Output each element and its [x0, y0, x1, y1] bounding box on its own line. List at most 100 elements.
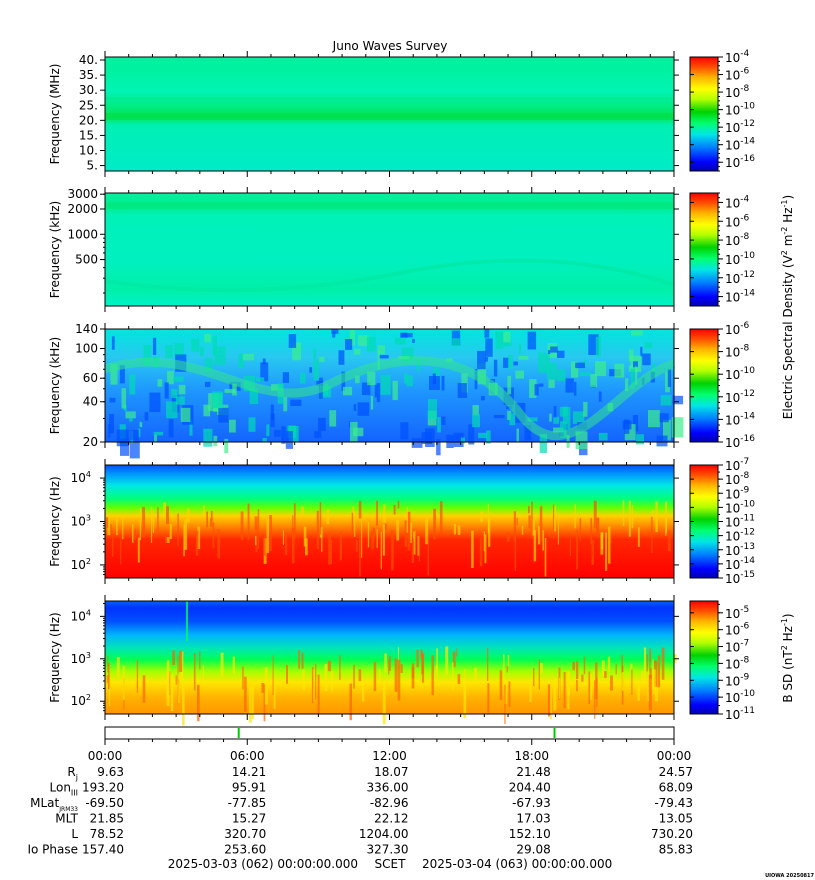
- y-tick-label: 500: [75, 253, 98, 267]
- event-marker: [553, 728, 556, 738]
- ephemeris-value: 22.12: [374, 812, 408, 826]
- y-axis-label: Frequency (Hz): [48, 612, 62, 703]
- panel-hfr-high: 5. 10.15.20.25.30.35.40. Frequency (MHz): [48, 51, 679, 177]
- colorbar-lfr-low: 10-710-810-910-1010-1110-1210-1310-1410-…: [689, 457, 755, 586]
- ephemeris-label: MLT: [55, 812, 78, 826]
- colorbar-tick-label: 10-4: [725, 194, 750, 210]
- y-tick-label: 20.: [79, 113, 98, 127]
- magnetic-colorbar-label: B SD (nT2 Hz-1): [780, 613, 795, 702]
- colorbar-tick-label: 10-12: [725, 119, 755, 135]
- colorbar-tick-label: 10-10: [725, 251, 755, 267]
- ephemeris-value: 85.83: [659, 843, 693, 857]
- ephemeris-value: -77.85: [228, 796, 267, 810]
- colorbar-tick-label: 10-12: [725, 389, 755, 405]
- ephemeris-label: L: [71, 827, 78, 841]
- ephemeris-value: 204.40: [509, 781, 551, 795]
- ephemeris-value: -67.93: [512, 796, 551, 810]
- colorbar-tick-label: 10-10: [725, 689, 755, 705]
- colorbar-scale: [689, 328, 719, 443]
- ephemeris-value: 68.09: [659, 781, 693, 795]
- colorbar-scale: [689, 56, 719, 172]
- ephemeris-value: 15.27: [232, 812, 266, 826]
- colorbar-tick-label: 10-8: [725, 344, 750, 360]
- y-tick-label: 25.: [79, 98, 98, 112]
- y-axis-lfr-high: 20 40 60 100 140 Frequency (kHz): [48, 322, 679, 449]
- y-tick-label: 102: [71, 557, 91, 572]
- spectrogram-lfr-low: [105, 465, 674, 578]
- y-tick-label: 40: [83, 395, 98, 409]
- spike-0530: [186, 601, 188, 641]
- spectrogram-panels: 5. 10.15.20.25.30.35.40. Frequency (MHz) 50…: [48, 51, 684, 726]
- colorbar-tick-label: 10-5: [725, 605, 749, 621]
- colorbar-tick-label: 10-12: [725, 270, 755, 286]
- y-tick-label: 103: [71, 651, 91, 666]
- texture-hfr-low: [104, 202, 675, 293]
- colorbar-tick-label: 10-8: [725, 84, 750, 100]
- colorbar-scale: [689, 192, 719, 307]
- ephemeris-value: 253.60: [224, 843, 266, 857]
- colorbar-tick-label: 10-14: [725, 411, 755, 427]
- y-tick-label: 2000: [67, 202, 98, 216]
- cutoff-band: [103, 356, 676, 441]
- colorbar-tick-label: 10-14: [725, 137, 755, 153]
- ephemeris-table: Rj 9.63 14.21 18.07 21.48 24.57 LonIII 193.20 95…: [27, 765, 693, 857]
- colorbar-tick-label: 10-4: [725, 49, 750, 65]
- spectrogram-hfr-low: [105, 193, 674, 306]
- y-tick-label: 104: [71, 470, 91, 485]
- event-marker: [237, 728, 240, 738]
- electric-colorbar-label: Electric Spectral Density (V2 m-2 Hz-1): [780, 195, 795, 419]
- footer-start-time: 2025-03-03 (062) 00:00:00.000: [168, 857, 358, 871]
- ephemeris-value: -79.43: [654, 796, 693, 810]
- y-axis-label: Frequency (kHz): [48, 201, 62, 298]
- colorbar-tick-label: 10-11: [725, 706, 755, 722]
- colorbar-hfr-low: 10-4 10-6 10-8 10-10 10-12 10-14: [689, 192, 755, 307]
- y-tick-label: 140: [75, 322, 98, 336]
- time-label: 00:00: [657, 749, 692, 763]
- texture-hfr-high: [105, 97, 674, 120]
- ephemeris-value: 336.00: [367, 781, 409, 795]
- colorbar-tick-label: 10-14: [725, 289, 755, 305]
- y-tick-label: 104: [71, 608, 91, 623]
- ephemeris-value: 95.91: [232, 781, 266, 795]
- y-axis-label: Frequency (kHz): [48, 337, 62, 434]
- ephemeris-value: 327.30: [367, 843, 409, 857]
- y-tick-label: 3000: [67, 187, 98, 201]
- time-label: 12:00: [372, 749, 407, 763]
- ephemeris-value: 21.48: [516, 765, 550, 779]
- ephemeris-value: 730.20: [651, 827, 693, 841]
- colorbar-tick-label: 10-8: [725, 232, 750, 248]
- colorbar-tick-label: 10-6: [725, 622, 750, 638]
- y-axis-lfr-low: 102 103 104 Frequency (Hz): [48, 470, 679, 576]
- band-2000khz: [105, 202, 674, 209]
- ephemeris-value: 29.08: [516, 843, 550, 857]
- colorbar-tick-label: 10-15: [725, 570, 755, 586]
- colorbar-tick-label: 10-6: [725, 213, 750, 229]
- colorbar-tick-label: 10-6: [725, 67, 750, 83]
- footer-end-time: 2025-03-04 (063) 00:00:00.000: [422, 857, 612, 871]
- texture-lfr-high: [103, 329, 684, 459]
- colorbar-lfr-high: 10-6 10-8 10-10 10-12 10-14 10-16: [689, 321, 755, 450]
- colorbar-scale: [689, 464, 719, 579]
- y-tick-label: 10.: [79, 143, 98, 157]
- y-tick-label: 35.: [79, 68, 98, 82]
- y-tick-label: 100: [75, 342, 98, 356]
- panel-lfr-low: 102 103 104 Frequency (Hz): [48, 459, 679, 584]
- texture-magnetic: [106, 601, 677, 726]
- footer-stamp: UIOWA 20250817: [765, 873, 814, 879]
- ephemeris-value: 193.20: [82, 781, 124, 795]
- ephemeris-value: -69.50: [85, 796, 124, 810]
- y-tick-label: 5.: [87, 159, 98, 173]
- emission-arc: [104, 258, 675, 293]
- colorbar-tick-label: 10-16: [725, 434, 755, 450]
- figure-title: Juno Waves Survey: [332, 39, 448, 53]
- y-tick-label: 20: [83, 435, 98, 449]
- y-axis-label: Frequency (Hz): [48, 476, 62, 567]
- colorbar-tick-label: 10-7: [725, 639, 749, 655]
- footer-scet: SCET: [375, 857, 407, 871]
- y-tick-label: 1000: [67, 227, 98, 241]
- ephemeris-value: 17.03: [516, 812, 550, 826]
